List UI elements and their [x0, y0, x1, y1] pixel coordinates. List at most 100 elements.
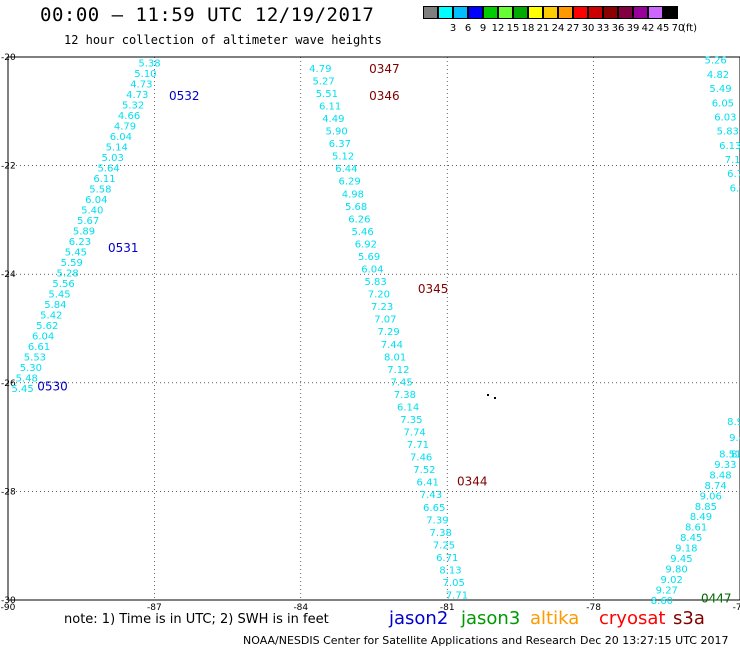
- wave-height-label: 5.59: [61, 258, 83, 269]
- legend-label: 3: [449, 23, 457, 34]
- time-label: 0530: [37, 380, 68, 394]
- time-label: 0531: [108, 241, 139, 255]
- legend-swatch: [543, 6, 558, 19]
- wave-height-label: 7.25: [433, 540, 455, 551]
- wave-height-label: 5.28: [57, 269, 79, 280]
- legend-label: 33: [596, 23, 610, 34]
- wave-height-label: 6.7: [727, 169, 740, 180]
- wave-height-label: 5.03: [102, 153, 124, 164]
- legend-label: 45: [656, 23, 670, 34]
- wave-height-label: 7.38: [430, 528, 452, 539]
- wave-height-label: 5.83: [717, 127, 739, 138]
- legend-swatch: [603, 6, 618, 19]
- x-tick-label: -78: [586, 603, 601, 613]
- x-tick-label: -84: [293, 603, 308, 613]
- wave-height-label: 7.23: [371, 302, 393, 313]
- wave-height-label: 5.49: [709, 84, 731, 95]
- wave-height-label: 4.73: [130, 79, 152, 90]
- wave-height-label: 8.9: [727, 417, 740, 428]
- x-tick-label: -81: [440, 603, 455, 613]
- wave-height-label: 9.06: [700, 491, 722, 502]
- wave-height-label: 5.38: [138, 58, 160, 69]
- wave-height-label: 8.7: [731, 449, 740, 460]
- y-tick-label: -28: [1, 487, 16, 497]
- wave-height-label: 7.71: [407, 440, 429, 451]
- wave-height-label: 9.02: [661, 575, 683, 586]
- legend-swatch: [483, 6, 498, 19]
- marker-dot: [494, 397, 496, 399]
- footnote: note: 1) Time is in UTC; 2) SWH is in fe…: [64, 612, 329, 627]
- wave-height-label: 6.61: [28, 342, 50, 353]
- wave-height-label: 7.46: [410, 453, 432, 464]
- wave-height-label: 8.13: [439, 565, 461, 576]
- legend-swatch: [468, 6, 483, 19]
- wave-height-label: 6.29: [338, 177, 360, 188]
- wave-height-label: 8.85: [695, 502, 717, 513]
- wave-height-label: 6.65: [423, 503, 445, 514]
- wave-height-label: 6.03: [714, 112, 736, 123]
- wave-height-label: 4.82: [707, 70, 729, 81]
- wave-height-label: 5.45: [48, 290, 70, 301]
- wave-height-label: 5.69: [358, 252, 380, 263]
- legend-label: 12: [491, 23, 505, 34]
- wave-height-label: 6.92: [355, 239, 377, 250]
- wave-height-label: 7.1: [725, 155, 740, 166]
- wave-height-label: 5.58: [89, 185, 111, 196]
- time-label: 0346: [369, 89, 400, 103]
- x-tick-label: -90: [1, 603, 16, 613]
- y-tick-label: -20: [1, 53, 16, 63]
- x-tick-label: -87: [147, 603, 162, 613]
- wave-height-label: 5.32: [122, 100, 144, 111]
- wave-height-label: 9.4: [729, 433, 740, 444]
- wave-height-label: 6.05: [712, 98, 734, 109]
- wave-height-label: 5.12: [332, 152, 354, 163]
- sat-jason3: jason3: [461, 608, 521, 629]
- wave-height-label: 5.14: [106, 143, 128, 154]
- wave-height-label: 6.26: [348, 214, 370, 225]
- wave-height-label: 5.64: [97, 164, 119, 175]
- wave-height-label: 6.11: [319, 101, 341, 112]
- sat-cryosat: cryosat: [599, 608, 666, 629]
- wave-height-label: 7.44: [381, 340, 403, 351]
- legend-label: 21: [536, 23, 550, 34]
- wave-height-label: 6.71: [436, 553, 458, 564]
- y-tick-label: -30: [1, 596, 16, 606]
- wave-height-label: 5.51: [316, 89, 338, 100]
- legend-label: 36: [611, 23, 625, 34]
- wave-height-label: 9.33: [714, 460, 736, 471]
- wave-height-label: 6.13: [719, 141, 740, 152]
- wave-height-label: 4.79: [114, 121, 136, 132]
- legend-swatch: [513, 6, 528, 19]
- wave-height-label: 5.46: [351, 227, 373, 238]
- wave-height-label: 5.45: [65, 248, 87, 259]
- wave-height-label: 5.84: [44, 300, 66, 311]
- wave-height-label: 5.62: [36, 321, 58, 332]
- wave-height-label: 5.68: [345, 202, 367, 213]
- legend-label: 18: [521, 23, 535, 34]
- legend-label: 6: [464, 23, 472, 34]
- wave-height-label: 5.53: [24, 353, 46, 364]
- wave-height-label: 5.10: [134, 69, 156, 80]
- wave-height-label: 5.30: [20, 363, 42, 374]
- wave-height-label: 7.52: [413, 465, 435, 476]
- sat-s3a: s3a: [673, 608, 705, 629]
- wave-height-label: 4.79: [309, 64, 331, 75]
- wave-height-label: 5.83: [364, 277, 386, 288]
- legend-swatch: [498, 6, 513, 19]
- legend-label: 9: [479, 23, 487, 34]
- legend-label: 30: [581, 23, 595, 34]
- wave-height-label: 5.89: [73, 227, 95, 238]
- wave-height-label: 8.49: [690, 512, 712, 523]
- marker-dot: [487, 394, 489, 396]
- wave-height-label: 7.29: [378, 327, 400, 338]
- time-label: 0345: [418, 282, 449, 296]
- y-tick-label: -22: [1, 162, 16, 172]
- time-label: 0347: [369, 62, 400, 76]
- wave-height-label: 7.38: [394, 390, 416, 401]
- wave-height-label: 7.05: [443, 578, 465, 589]
- time-label: 0447: [701, 591, 732, 605]
- wave-height-label: 5.42: [40, 311, 62, 322]
- wave-height-label: 5.67: [77, 216, 99, 227]
- wave-height-label: 7.12: [387, 365, 409, 376]
